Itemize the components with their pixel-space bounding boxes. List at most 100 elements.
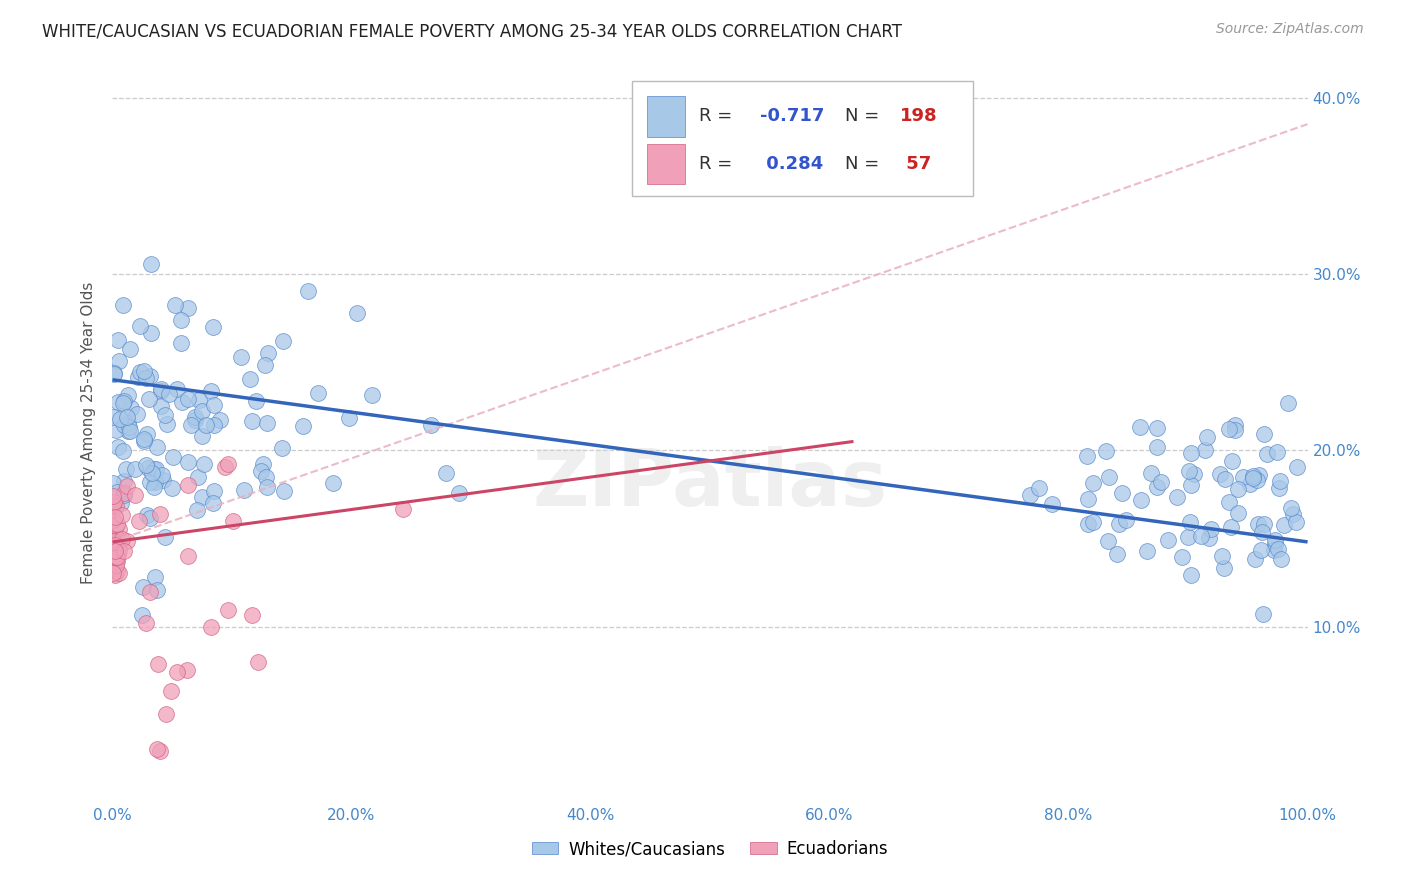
Point	[107, 333, 129, 347]
Point	[115, 461, 138, 475]
Point	[1285, 515, 1308, 529]
Point	[105, 564, 128, 578]
Point	[1097, 533, 1119, 548]
Point	[117, 388, 139, 402]
Point	[145, 461, 167, 475]
Point	[273, 483, 295, 498]
Point	[103, 368, 125, 382]
Point	[361, 388, 384, 402]
Point	[103, 410, 125, 425]
Point	[187, 392, 209, 407]
Point	[149, 744, 172, 758]
Point	[150, 383, 173, 397]
Point	[1180, 478, 1202, 492]
Point	[129, 365, 152, 379]
Point	[322, 476, 344, 491]
Point	[101, 489, 124, 503]
Point	[240, 414, 263, 428]
Point	[1178, 464, 1201, 478]
Point	[1076, 449, 1098, 463]
Point	[108, 412, 131, 426]
Point	[132, 580, 155, 594]
Point	[1256, 447, 1278, 461]
Point	[146, 657, 169, 671]
Point	[1282, 507, 1305, 521]
Point	[152, 468, 174, 483]
Point	[128, 514, 150, 528]
Point	[194, 417, 217, 432]
Point	[112, 396, 135, 410]
Point	[117, 424, 139, 438]
FancyBboxPatch shape	[633, 81, 973, 195]
Point	[104, 539, 127, 553]
Point	[1197, 430, 1219, 444]
Point	[1270, 474, 1292, 488]
Point	[143, 570, 166, 584]
Point	[1129, 419, 1152, 434]
Point	[118, 420, 141, 434]
Point	[1246, 474, 1268, 488]
Point	[120, 401, 142, 416]
Point	[143, 480, 166, 494]
Point	[1250, 542, 1272, 557]
Point	[200, 384, 222, 398]
Point	[103, 540, 125, 554]
Point	[170, 394, 193, 409]
Point	[1209, 467, 1232, 481]
Point	[1265, 444, 1288, 458]
Point	[160, 683, 183, 698]
Point	[180, 417, 202, 432]
Point	[1136, 543, 1159, 558]
Point	[156, 417, 179, 432]
Point	[136, 460, 159, 475]
Point	[249, 464, 271, 478]
Point	[135, 458, 157, 472]
Point	[105, 484, 128, 499]
Point	[112, 474, 135, 488]
Point	[108, 543, 131, 558]
Point	[131, 607, 153, 622]
Point	[217, 457, 239, 471]
Point	[177, 455, 200, 469]
Point	[115, 479, 138, 493]
Point	[252, 457, 274, 471]
Point	[1095, 444, 1118, 458]
Point	[176, 392, 198, 406]
Point	[217, 603, 239, 617]
Point	[139, 475, 162, 489]
Point	[105, 550, 128, 565]
Point	[112, 393, 135, 408]
Point	[1227, 482, 1250, 496]
Point	[1177, 530, 1199, 544]
Point	[157, 387, 180, 401]
Text: -0.717: -0.717	[761, 108, 824, 126]
Point	[337, 411, 360, 425]
Point	[1097, 470, 1119, 484]
Point	[162, 481, 184, 495]
Point	[1180, 446, 1202, 460]
Point	[256, 416, 278, 430]
Bar	[647, 96, 685, 136]
Point	[104, 558, 127, 573]
Point	[1253, 516, 1275, 531]
Point	[124, 462, 146, 476]
Point	[170, 336, 193, 351]
Point	[1270, 552, 1292, 566]
Point	[1251, 524, 1274, 539]
Point	[146, 741, 169, 756]
Point	[138, 392, 160, 406]
Point	[112, 417, 135, 432]
Point	[186, 503, 208, 517]
Point	[1264, 533, 1286, 547]
Point	[101, 533, 124, 548]
Point	[101, 566, 124, 580]
Point	[1218, 422, 1240, 436]
Text: 198: 198	[900, 108, 938, 126]
Point	[1028, 481, 1050, 495]
Point	[117, 416, 139, 430]
Point	[245, 393, 267, 408]
Point	[1019, 488, 1042, 502]
Point	[1232, 470, 1254, 484]
Point	[254, 470, 277, 484]
Point	[346, 306, 368, 320]
